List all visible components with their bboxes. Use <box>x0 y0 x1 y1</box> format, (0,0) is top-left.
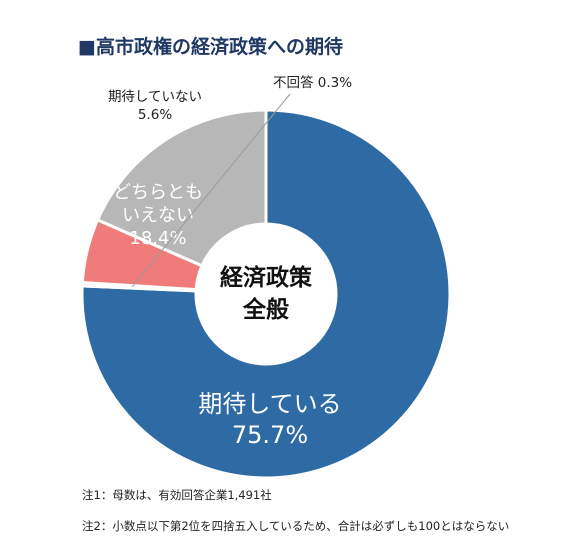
slice-expect <box>80 108 452 480</box>
footnote-1: 注1：母数は、有効回答企業1,491社 <box>82 488 272 502</box>
slice-neutral <box>95 108 268 268</box>
center-label: 経済政策全般 <box>220 264 313 323</box>
label-expect: 期待している 75.7% <box>198 390 341 449</box>
chart-title: ■高市政権の経済政策への期待 <box>78 36 343 58</box>
label-no-answer: 不回答 0.3% <box>273 74 352 91</box>
leader-line-no-answer <box>131 93 291 288</box>
label-neutral: どちらともいえない 18.4% <box>113 182 203 249</box>
label-not-expect: 期待していない 5.6% <box>108 89 202 123</box>
footnote-2: 注2：小数点以下第2位を四捨五入しているため、合計は必ずしも100とはならない <box>82 519 510 533</box>
